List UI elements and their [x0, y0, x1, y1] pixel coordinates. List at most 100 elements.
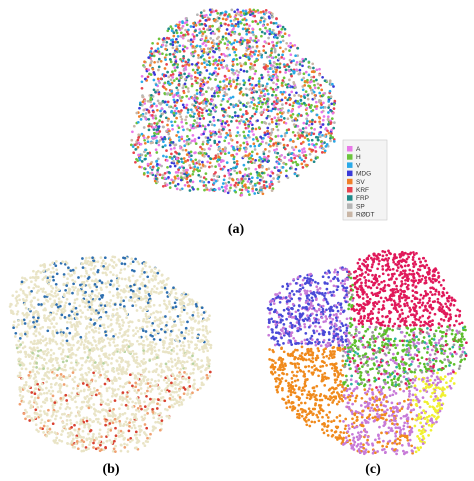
legend-label-mdg: MDG [356, 171, 371, 178]
point-mdg [201, 160, 204, 164]
point-rødt [163, 181, 167, 185]
point [141, 329, 145, 332]
point-h [195, 88, 199, 92]
point-krf [177, 83, 181, 87]
point [55, 328, 58, 332]
point-krf [263, 87, 267, 91]
point-mdg [225, 28, 229, 31]
point [118, 363, 121, 367]
point [118, 377, 122, 380]
point-a [290, 90, 294, 94]
point-krf [293, 156, 296, 160]
point-sv [244, 186, 248, 189]
point [178, 298, 182, 302]
point [176, 366, 179, 370]
point-sp [160, 164, 163, 168]
point-h [256, 174, 260, 177]
point [78, 304, 82, 308]
point-krf [216, 63, 219, 67]
point [68, 331, 72, 335]
point-sp [218, 48, 221, 52]
point-sv [284, 96, 287, 100]
point-h [176, 63, 180, 66]
point-v [245, 32, 249, 36]
point-h [284, 83, 288, 87]
point [84, 371, 88, 375]
point-krf [177, 25, 180, 29]
point-v [232, 58, 236, 61]
point-v [189, 108, 193, 112]
point [137, 398, 140, 402]
point-h [168, 155, 172, 159]
point [171, 384, 174, 388]
point-v [178, 139, 181, 142]
point-a [322, 115, 326, 118]
point [24, 306, 28, 310]
point [76, 430, 80, 433]
point-frp [172, 114, 176, 117]
point-krf [299, 142, 303, 145]
point [36, 275, 40, 279]
point-sp [270, 128, 274, 131]
point-rødt [200, 34, 204, 38]
point [80, 449, 84, 453]
point-sv [175, 134, 178, 137]
point [67, 373, 71, 377]
point [115, 293, 119, 296]
point-frp [287, 65, 291, 68]
point [111, 382, 115, 385]
point-a [268, 182, 272, 186]
point [52, 372, 56, 375]
point [70, 432, 74, 435]
point [151, 384, 154, 388]
point-sp [273, 47, 277, 51]
point-v [198, 45, 202, 48]
point-mdg [249, 13, 252, 17]
point-v [292, 69, 295, 73]
point-a [283, 156, 287, 159]
point [44, 349, 47, 353]
point-mdg [154, 49, 158, 53]
point [128, 373, 132, 377]
point [44, 275, 48, 278]
point-h [221, 120, 225, 123]
point-a [227, 171, 231, 175]
point [178, 314, 182, 317]
point [41, 335, 45, 338]
point [104, 262, 107, 265]
point-krf [167, 37, 171, 40]
point-rødt [156, 60, 160, 64]
point-krf [193, 75, 197, 79]
point-a [258, 94, 262, 98]
point-krf [214, 171, 217, 174]
point-h [161, 176, 164, 180]
point-a [153, 136, 157, 140]
point-frp [262, 152, 266, 156]
point-sv [230, 154, 233, 157]
point-krf [286, 63, 289, 66]
point [138, 287, 142, 290]
point [196, 328, 199, 332]
point [56, 361, 59, 365]
point [199, 386, 202, 390]
point-a [289, 41, 292, 45]
point [133, 389, 137, 392]
point-krf [250, 91, 254, 95]
point-mdg [138, 106, 141, 110]
point [173, 358, 177, 362]
point-sp [162, 40, 165, 44]
point [124, 360, 128, 364]
point-frp [169, 42, 173, 46]
point [75, 440, 79, 443]
point [49, 284, 53, 288]
point-a [274, 96, 278, 99]
point-rødt [217, 35, 220, 39]
point [29, 276, 32, 280]
point [191, 352, 195, 355]
point [106, 317, 110, 320]
point-sp [308, 152, 312, 156]
point-sv [294, 145, 298, 149]
point [91, 256, 94, 260]
point-sv [234, 24, 237, 28]
point-krf [272, 100, 276, 104]
